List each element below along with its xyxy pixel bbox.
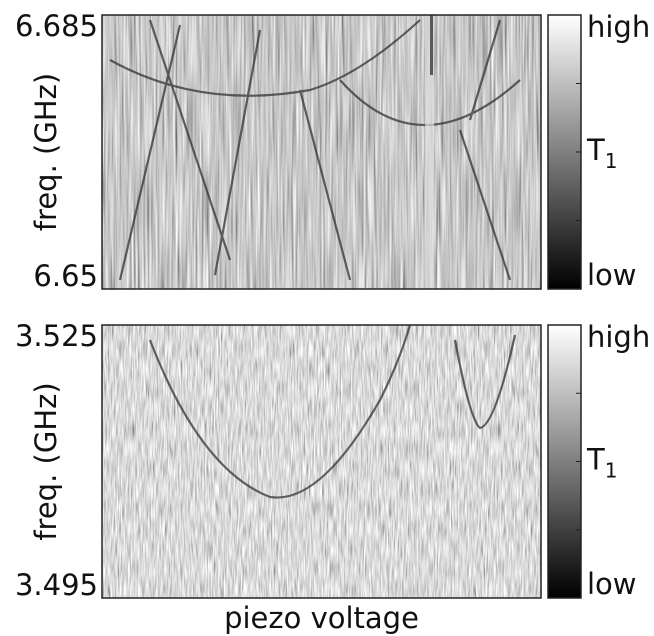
heatmap-image [102,325,541,598]
colorbar-label-text: T [586,133,605,167]
colorbar-label: T1 [586,443,617,483]
colorbar [547,14,582,290]
plot-frame [101,324,542,599]
colorbar-high-label: high [587,320,650,354]
colorbar-label: T1 [586,133,617,173]
colorbar-label-text: T [586,443,605,477]
y-tick-label: 3.495 [15,568,98,602]
y-tick-label: 3.525 [15,319,98,353]
colorbar-low-label: low [587,258,637,292]
heatmap-image [102,15,541,289]
colorbar-label-subscript: 1 [605,149,618,173]
y-tick-label: 6.65 [33,259,98,293]
x-axis-label: piezo voltage [224,601,419,635]
y-tick-label: 6.685 [15,9,98,43]
colorbar-high-label: high [587,10,650,44]
colorbar-label-subscript: 1 [605,458,618,482]
plot-frame [101,14,542,290]
colorbar-low-label: low [587,567,637,601]
colorbar [547,324,582,599]
y-axis-label: freq. (GHz) [29,73,63,231]
y-axis-label: freq. (GHz) [29,382,63,540]
